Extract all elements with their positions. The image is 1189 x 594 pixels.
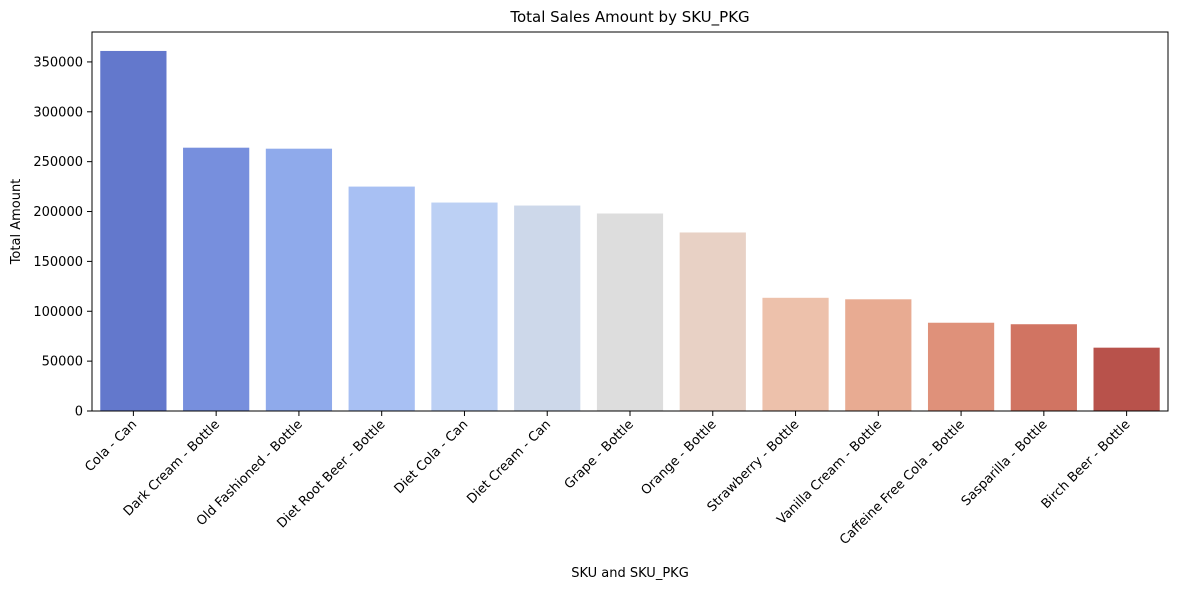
y-axis-title: Total Amount xyxy=(9,179,24,266)
plot-frame xyxy=(91,31,1169,412)
bar xyxy=(1010,324,1077,411)
x-tick-label: Diet Cream - Can xyxy=(464,417,554,507)
bar xyxy=(431,202,498,411)
x-tick-label: Birch Beer - Bottle xyxy=(1039,417,1134,512)
bar xyxy=(762,297,829,411)
y-axis: 0 50000 100000 150000 200000 250000 300000 3500… xyxy=(33,55,92,420)
y-tick-label: 50000 xyxy=(42,355,83,370)
y-tick-label: 350000 xyxy=(33,55,83,70)
x-tick-label: Sasparilla - Bottle xyxy=(959,417,1051,509)
bar xyxy=(679,232,746,411)
y-tick-label: 150000 xyxy=(33,255,83,270)
y-tick-label: 200000 xyxy=(33,205,83,220)
bar xyxy=(514,205,581,411)
x-tick-label: Strawberry - Bottle xyxy=(705,417,803,515)
bar xyxy=(183,147,250,411)
y-tick-label: 250000 xyxy=(33,155,83,170)
bar xyxy=(348,186,415,411)
x-tick-label: Orange - Bottle xyxy=(639,417,720,498)
bar xyxy=(100,50,167,411)
x-tick-label: Diet Cola - Can xyxy=(392,417,472,497)
bar xyxy=(596,213,664,411)
bar xyxy=(265,148,333,411)
y-tick-label: 0 xyxy=(75,405,83,420)
bars-layer xyxy=(100,50,1160,411)
x-axis-title: SKU and SKU_PKG xyxy=(571,566,689,581)
bar xyxy=(845,299,912,411)
x-tick-label: Cola - Can xyxy=(82,417,140,475)
bar xyxy=(1093,347,1160,411)
y-tick-label: 300000 xyxy=(33,105,83,120)
bar xyxy=(927,322,995,411)
y-tick-label: 100000 xyxy=(33,305,83,320)
chart-title: Total Sales Amount by SKU_PKG xyxy=(509,8,749,27)
x-tick-label: Grape - Bottle xyxy=(562,417,637,492)
